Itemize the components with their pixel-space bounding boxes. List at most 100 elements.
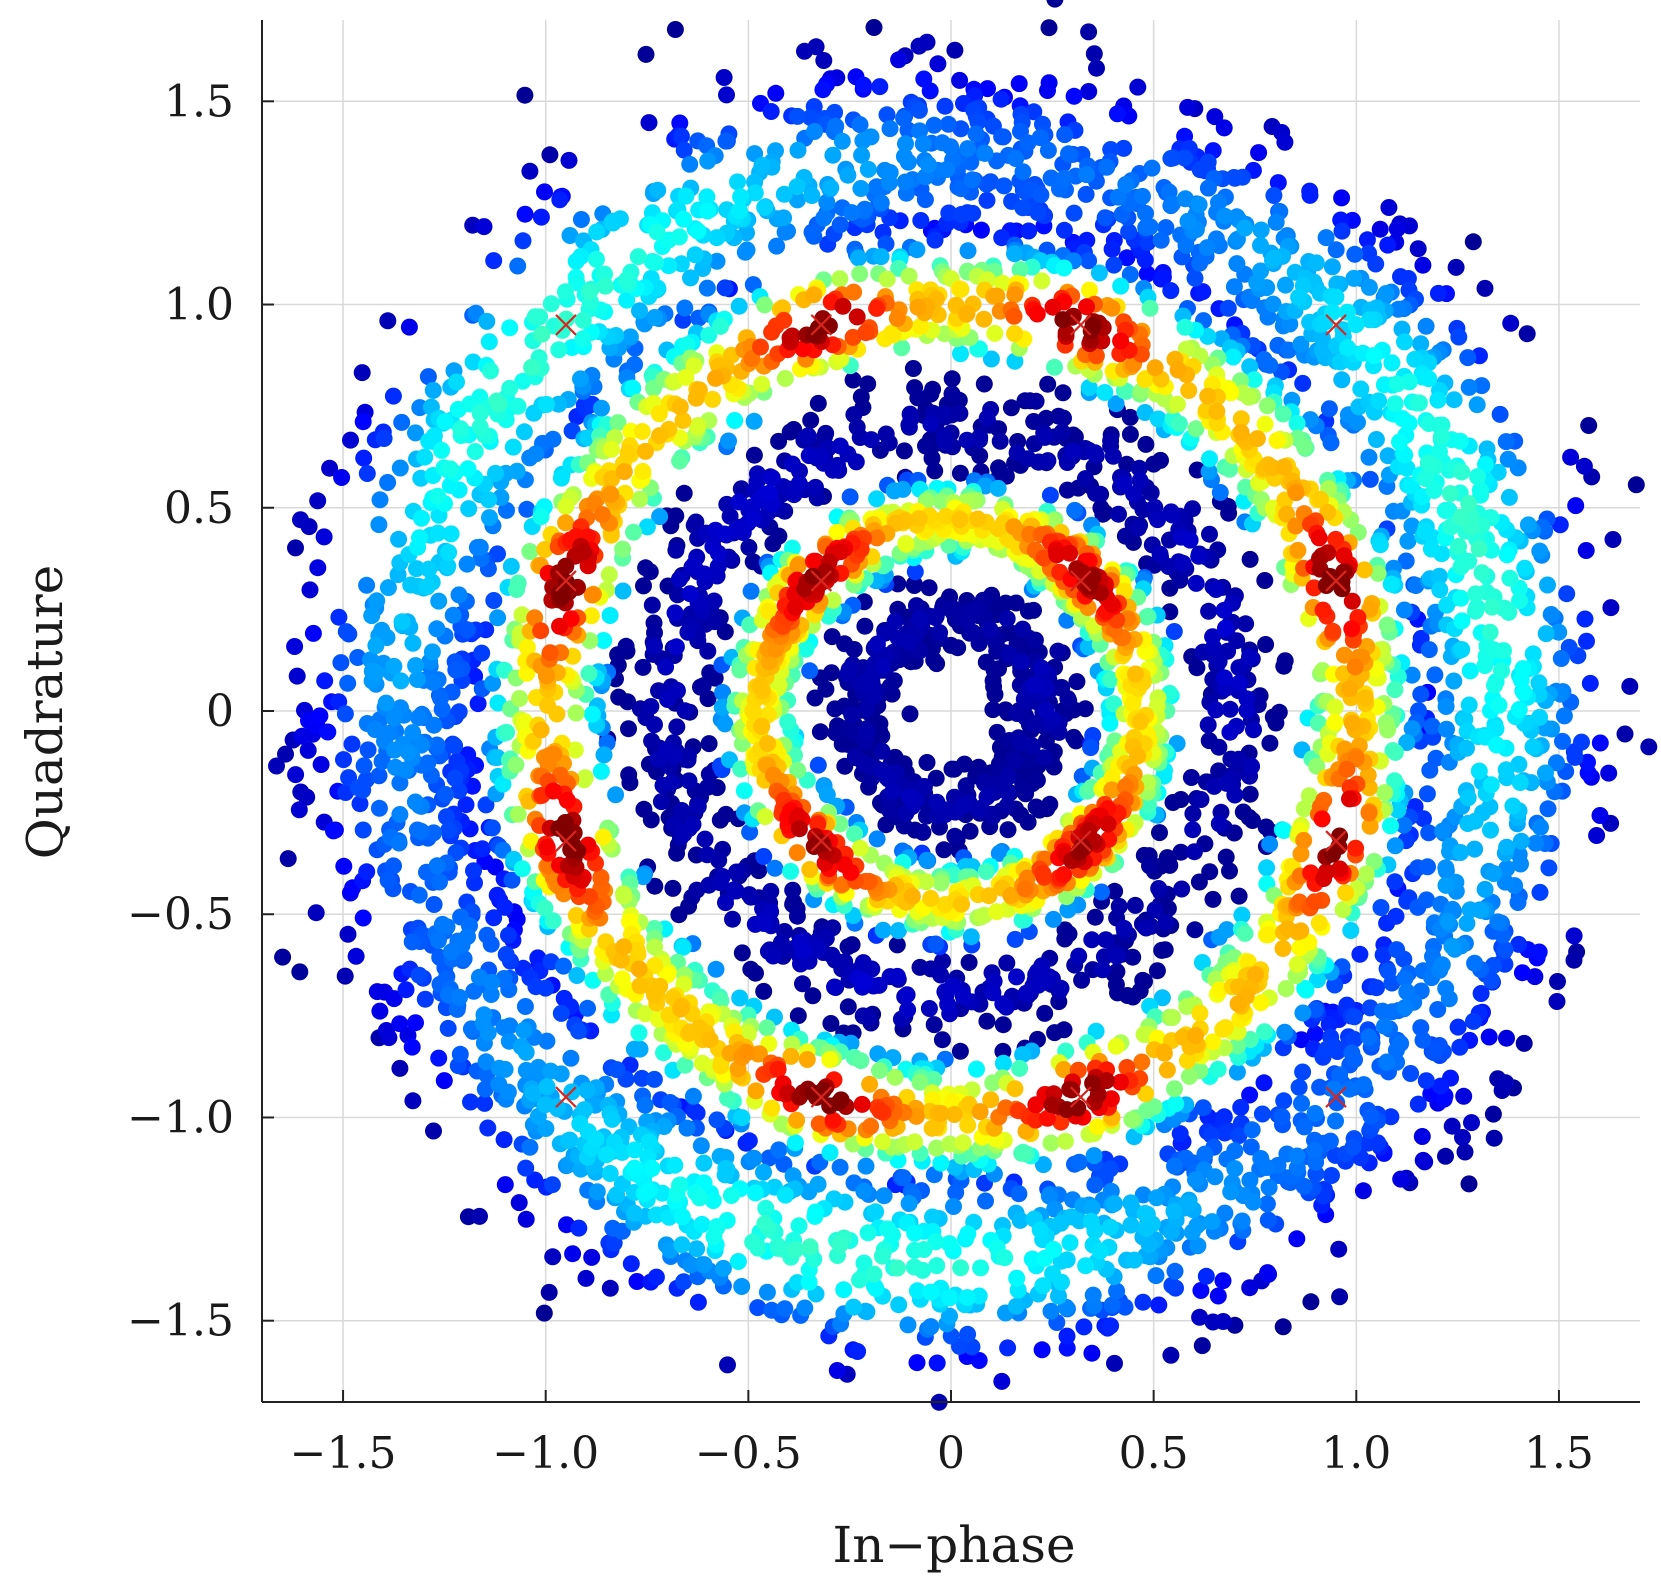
scatter-point-1873 xyxy=(1326,976,1344,994)
scatter-point-1715 xyxy=(1367,255,1385,273)
scatter-point-631 xyxy=(1110,897,1128,915)
scatter-point-3554 xyxy=(1061,1234,1079,1252)
scatter-point-3603 xyxy=(1112,277,1130,295)
scatter-point-2848 xyxy=(515,1021,533,1039)
scatter-point-1320 xyxy=(1209,1287,1227,1305)
scatter-point-1054 xyxy=(1070,947,1088,965)
scatter-point-420 xyxy=(1036,1004,1054,1022)
scatter-point-122 xyxy=(770,432,788,450)
scatter-point-1846 xyxy=(1065,204,1083,222)
scatter-point-3069 xyxy=(478,312,496,330)
scatter-point-712 xyxy=(668,718,686,736)
scatter-point-3936 xyxy=(757,1199,775,1217)
scatter-point-3796 xyxy=(1452,589,1470,607)
scatter-point-180 xyxy=(888,936,906,954)
scatter-point-3674 xyxy=(941,1289,959,1307)
scatter-point-1370 xyxy=(1591,734,1609,752)
scatter-point-1509 xyxy=(495,1131,513,1149)
scatter-point-1824 xyxy=(1275,1092,1293,1110)
scatter-point-1362 xyxy=(403,1038,421,1056)
scatter-point-1266 xyxy=(286,638,304,655)
scatter-point-3651 xyxy=(413,509,430,527)
scatter-point-3851 xyxy=(705,1228,723,1246)
scatter-point-2102 xyxy=(349,649,367,666)
scatter-point-2575 xyxy=(1042,1302,1060,1320)
scatter-point-651 xyxy=(991,432,1009,450)
scatter-point-2104 xyxy=(775,1155,793,1173)
scatter-point-2538 xyxy=(1437,980,1455,997)
scatter-point-316 xyxy=(925,651,943,669)
scatter-point-1461 xyxy=(1150,1296,1168,1314)
scatter-point-3775 xyxy=(1036,1249,1054,1267)
scatter-point-1124 xyxy=(901,788,919,806)
scatter-point-1036 xyxy=(1184,821,1202,839)
scatter-point-1925 xyxy=(1418,785,1436,803)
scatter-point-1627 xyxy=(1451,1038,1469,1056)
scatter-point-2049 xyxy=(1459,349,1477,367)
scatter-point-592 xyxy=(817,424,835,442)
scatter-point-3532 xyxy=(1096,384,1114,401)
scatter-point-3104 xyxy=(390,530,408,548)
scatter-point-1912 xyxy=(789,107,806,125)
scatter-point-1145 xyxy=(1207,581,1225,598)
scatter-point-939 xyxy=(1146,901,1164,919)
scatter-point-1585 xyxy=(479,1119,497,1137)
scatter-point-1022 xyxy=(705,592,723,610)
scatter-point-266 xyxy=(984,701,1002,719)
scatter-point-3547 xyxy=(952,345,969,363)
scatter-point-2626 xyxy=(714,684,732,701)
scatter-point-668 xyxy=(907,597,925,615)
scatter-point-2989 xyxy=(775,209,793,227)
scatter-point-3974 xyxy=(629,248,647,266)
scatter-point-69 xyxy=(975,375,993,393)
scatter-point-190 xyxy=(889,575,907,593)
scatter-point-4123 xyxy=(977,863,995,880)
scatter-point-3231 xyxy=(1125,1251,1143,1269)
scatter-point-1884 xyxy=(1290,1078,1308,1096)
scatter-point-1122 xyxy=(910,37,928,55)
scatter-point-1768 xyxy=(450,703,468,721)
scatter-point-700 xyxy=(540,1283,558,1301)
scatter-point-826 xyxy=(287,539,304,557)
scatter-point-1904 xyxy=(1162,150,1180,167)
scatter-point-1170 xyxy=(1190,547,1208,565)
scatter-point-564 xyxy=(788,907,806,925)
scatter-point-3841 xyxy=(513,860,531,878)
scatter-point-1157 xyxy=(292,511,309,529)
scatter-point-2356 xyxy=(1196,1145,1214,1163)
scatter-point-824 xyxy=(1485,1129,1503,1147)
scatter-point-1070 xyxy=(863,960,881,978)
scatter-point-1423 xyxy=(1269,174,1287,192)
scatter-point-2162 xyxy=(1539,800,1557,818)
scatter-point-3769 xyxy=(1297,981,1315,999)
scatter-point-1586 xyxy=(912,212,930,229)
scatter-point-2079 xyxy=(741,823,759,841)
scatter-point-866 xyxy=(1095,948,1113,966)
scatter-point-2725 xyxy=(1244,1193,1262,1211)
scatter-point-2034 xyxy=(1259,1211,1277,1229)
scatter-point-2784 xyxy=(1190,196,1208,214)
scatter-point-171 xyxy=(935,841,953,859)
scatter-point-2342 xyxy=(1355,1076,1373,1094)
scatter-point-3579 xyxy=(666,1156,684,1174)
scatter-point-2252 xyxy=(1121,266,1139,283)
scatter-point-2300 xyxy=(1473,377,1491,395)
scatter-point-4345 xyxy=(507,756,525,774)
scatter-point-843 xyxy=(652,793,670,811)
scatter-point-4403 xyxy=(886,1068,904,1086)
scatter-point-2552 xyxy=(1216,1204,1234,1222)
scatter-point-4200 xyxy=(625,523,642,541)
scatter-point-2635 xyxy=(1176,190,1194,208)
scatter-point-3611 xyxy=(730,202,748,220)
scatter-point-2950 xyxy=(745,412,763,430)
scatter-point-1093 xyxy=(1162,503,1180,521)
scatter-point-4685 xyxy=(897,535,915,552)
scatter-point-1283 xyxy=(312,756,330,773)
scatter-point-962 xyxy=(823,946,841,964)
scatter-point-4104 xyxy=(801,1238,819,1256)
scatter-point-1462 xyxy=(1358,231,1376,249)
scatter-point-3713 xyxy=(1008,1269,1026,1287)
scatter-point-2744 xyxy=(1179,212,1197,230)
scatter-point-1744 xyxy=(1323,1167,1340,1184)
scatter-point-1146 xyxy=(1029,976,1047,994)
